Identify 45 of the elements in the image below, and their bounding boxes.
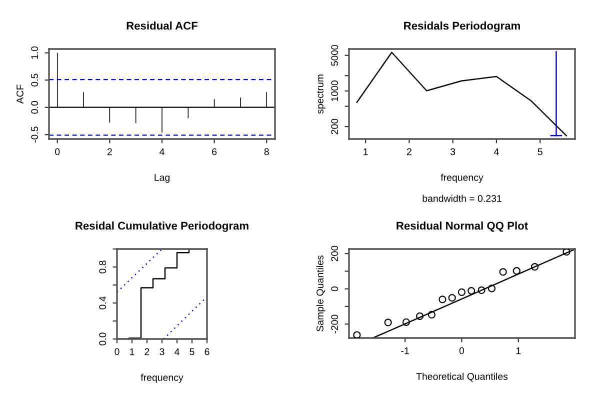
x-tick-label: 2 [107, 148, 112, 156]
x-tick-label: 1 [516, 347, 521, 354]
x-tick-label: 2 [406, 148, 412, 156]
y-axis-title: spectrum [317, 74, 326, 114]
chart-title: Residual ACF [126, 22, 198, 30]
x-tick-label: 3 [450, 148, 456, 156]
y-tick-label: 200 [331, 118, 338, 134]
y-tick-label: 0.0 [31, 100, 38, 114]
chart-title: Residal Cumulative Periodogram [76, 222, 248, 232]
x-tick-label: 4 [494, 148, 499, 156]
x-tick-label: 1 [130, 348, 134, 356]
y-tick-label: 0.4 [99, 296, 106, 310]
x-axis-title: frequency [140, 374, 184, 383]
x-tick-label: 4 [160, 148, 164, 156]
x-tick-label: 5 [190, 348, 194, 356]
x-tick-label: -1 [401, 347, 409, 354]
y-tick-label: 200 [331, 246, 338, 262]
x-axis-title: Lag [154, 174, 170, 183]
x-tick-label: 0 [114, 348, 120, 356]
x-tick-label: 4 [174, 348, 180, 356]
y-tick-label: 1.0 [31, 46, 38, 59]
x-tick-label: 1 [364, 148, 368, 156]
text: bandwidth = 0.231 [422, 194, 502, 202]
x-axis-title: frequency [440, 174, 484, 183]
x-tick-label: 6 [212, 148, 217, 156]
x-tick-label: 0 [55, 148, 60, 156]
y-tick-label: 0.0 [99, 332, 106, 346]
x-tick-label: 0 [459, 347, 464, 354]
y-tick-label: 5000 [331, 44, 338, 66]
y-tick-label: -0.5 [31, 126, 38, 143]
x-tick-label: 3 [160, 348, 164, 356]
x-tick-label: 6 [204, 348, 210, 356]
y-tick-label: 1000 [331, 80, 338, 102]
y-tick-label: 0.8 [99, 260, 106, 274]
x-tick-label: 5 [538, 148, 542, 156]
y-axis-title: ACF [16, 84, 24, 104]
y-tick-label: 0 [331, 286, 338, 292]
chart-title: Residals Periodogram [404, 22, 520, 32]
y-tick-label: -200 [331, 314, 338, 334]
x-tick-label: 2 [144, 348, 150, 356]
chart-title: Residual Normal QQ Plot [396, 222, 528, 232]
y-axis-title: Sample Quantiles [316, 255, 326, 332]
x-axis-title: Theoretical Quantiles [416, 372, 508, 382]
y-tick-label: 0.5 [31, 74, 38, 86]
x-tick-label: 8 [264, 148, 269, 156]
